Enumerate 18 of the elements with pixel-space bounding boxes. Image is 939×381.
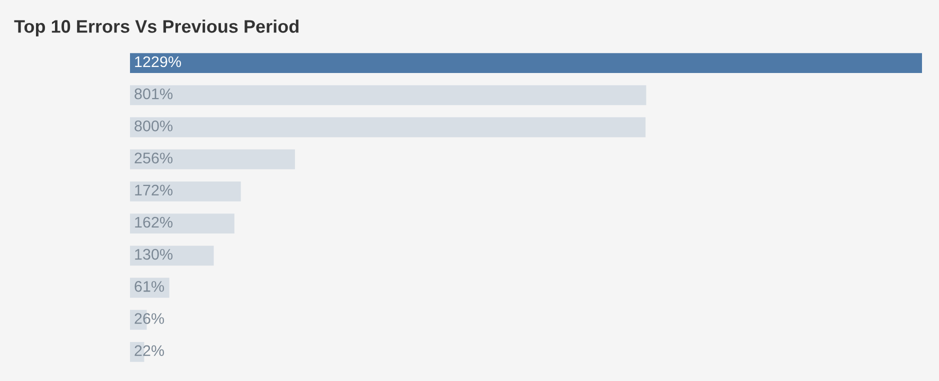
bar [130,117,646,138]
chart-title: Top 10 Errors Vs Previous Period [14,20,298,36]
data-label: 22% [134,345,164,356]
data-label: 172% [135,184,172,196]
bar [130,246,214,266]
bar [130,149,295,170]
data-label: 256% [134,152,172,164]
data-label: 162% [135,216,172,228]
data-label: 1229% [135,56,181,68]
bar [130,85,646,106]
bar [130,214,234,234]
data-label: 130% [135,248,172,260]
data-label: 26% [134,313,164,324]
data-label: 61% [134,281,164,292]
data-label: 800% [134,120,172,132]
bar [130,182,241,202]
bar [130,53,922,73]
data-label: 801% [134,88,172,100]
